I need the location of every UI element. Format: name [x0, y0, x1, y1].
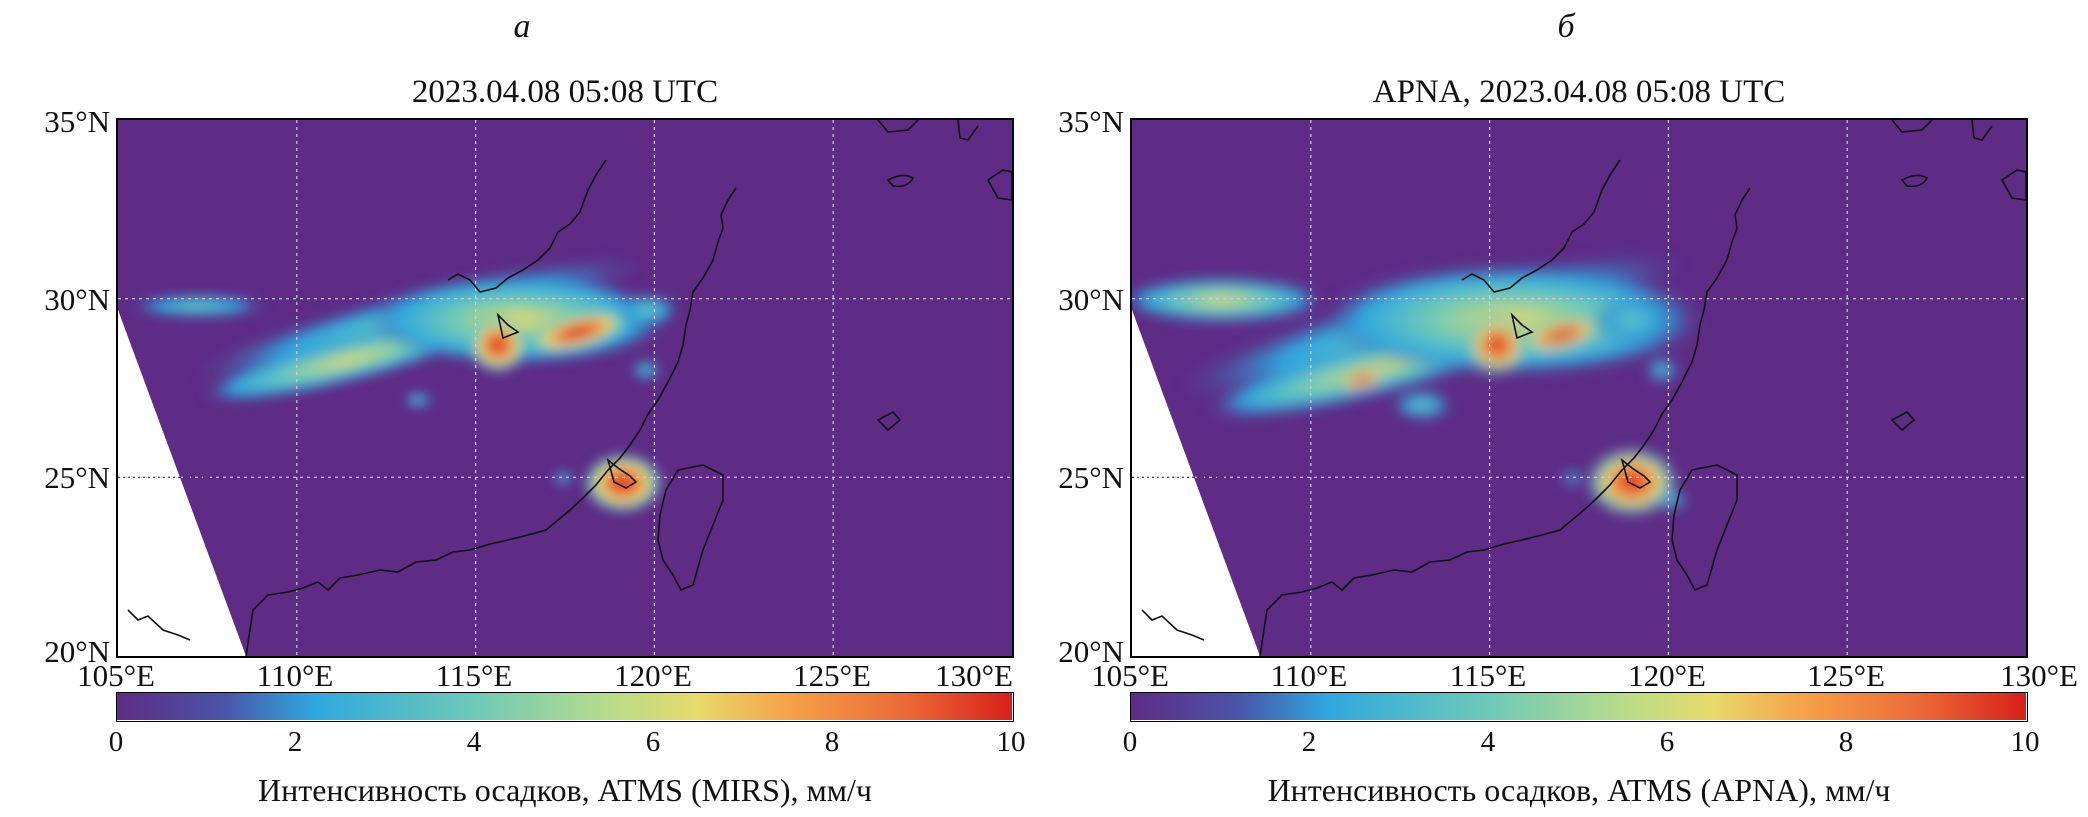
- lat-label-20: 20°N: [1058, 634, 1124, 669]
- map-svg: [118, 120, 1012, 656]
- colorbar-tick-2: 2: [1301, 726, 1317, 758]
- coastline: [1141, 120, 2026, 656]
- lon-label-105: 105°E: [77, 658, 155, 693]
- panel-a: а 2023.04.08 05:08 UTC 35°N 30°N 25°N 20…: [44, 8, 1026, 808]
- lon-label-110: 110°E: [1270, 658, 1348, 693]
- colorbar-tick-8: 8: [1838, 726, 1854, 758]
- colorbar-tick-8: 8: [824, 726, 840, 758]
- rain-field: [1132, 252, 1702, 516]
- rain-field: [128, 257, 678, 513]
- panel-letter: а: [513, 8, 531, 45]
- lon-label-120: 120°E: [614, 658, 692, 693]
- precip-map: [116, 118, 1014, 658]
- colorbar-tick-4: 4: [1480, 726, 1496, 758]
- lat-label-20: 20°N: [44, 634, 110, 669]
- precip-map: [1130, 118, 2028, 658]
- colorbar-tick-10: 10: [2010, 726, 2040, 758]
- lon-label-125: 125°E: [793, 658, 871, 693]
- colorbar-tick-10: 10: [996, 726, 1026, 758]
- colorbar-tick-0: 0: [108, 726, 124, 758]
- colorbar-tick-4: 4: [466, 726, 482, 758]
- lat-label-30: 30°N: [1058, 282, 1124, 317]
- lat-label-35: 35°N: [44, 104, 110, 139]
- lon-label-110: 110°E: [256, 658, 334, 693]
- lon-label-130: 130°E: [935, 658, 1013, 693]
- graticule: [118, 120, 1012, 656]
- colorbar-tick-2: 2: [287, 726, 303, 758]
- panel-title: APNA, 2023.04.08 05:08 UTC: [1372, 74, 1786, 110]
- colorbar: [1130, 692, 2028, 722]
- panel-letter: б: [1557, 8, 1575, 45]
- lat-label-25: 25°N: [1058, 460, 1124, 495]
- lon-label-130: 130°E: [2000, 658, 2078, 693]
- coastline: [127, 120, 1012, 656]
- lon-label-105: 105°E: [1091, 658, 1169, 693]
- colorbar: [116, 692, 1014, 722]
- lat-label-25: 25°N: [44, 460, 110, 495]
- colorbar-svg: [117, 693, 1012, 720]
- swath-gap: [118, 310, 246, 656]
- lat-label-35: 35°N: [1058, 104, 1124, 139]
- colorbar-svg: [1131, 693, 2026, 720]
- colorbar-label: Интенсивность осадков, ATMS (MIRS), мм/ч: [258, 772, 872, 808]
- lon-label-125: 125°E: [1807, 658, 1885, 693]
- panel-title: 2023.04.08 05:08 UTC: [411, 74, 719, 110]
- colorbar-tick-0: 0: [1122, 726, 1138, 758]
- colorbar-label: Интенсивность осадков, ATMS (APNA), мм/ч: [1267, 772, 1891, 808]
- colorbar-tick-6: 6: [1659, 726, 1675, 758]
- lon-label-120: 120°E: [1628, 658, 1706, 693]
- lon-label-115: 115°E: [1449, 658, 1527, 693]
- map-svg: [1132, 120, 2026, 656]
- panel-b: б APNA, 2023.04.08 05:08 UTC 35°N 30°N 2…: [1044, 0, 2088, 817]
- graticule: [1132, 120, 2026, 656]
- swath-gap: [1132, 310, 1260, 656]
- colorbar-tick-6: 6: [645, 726, 661, 758]
- lon-label-115: 115°E: [435, 658, 513, 693]
- lat-label-30: 30°N: [44, 282, 110, 317]
